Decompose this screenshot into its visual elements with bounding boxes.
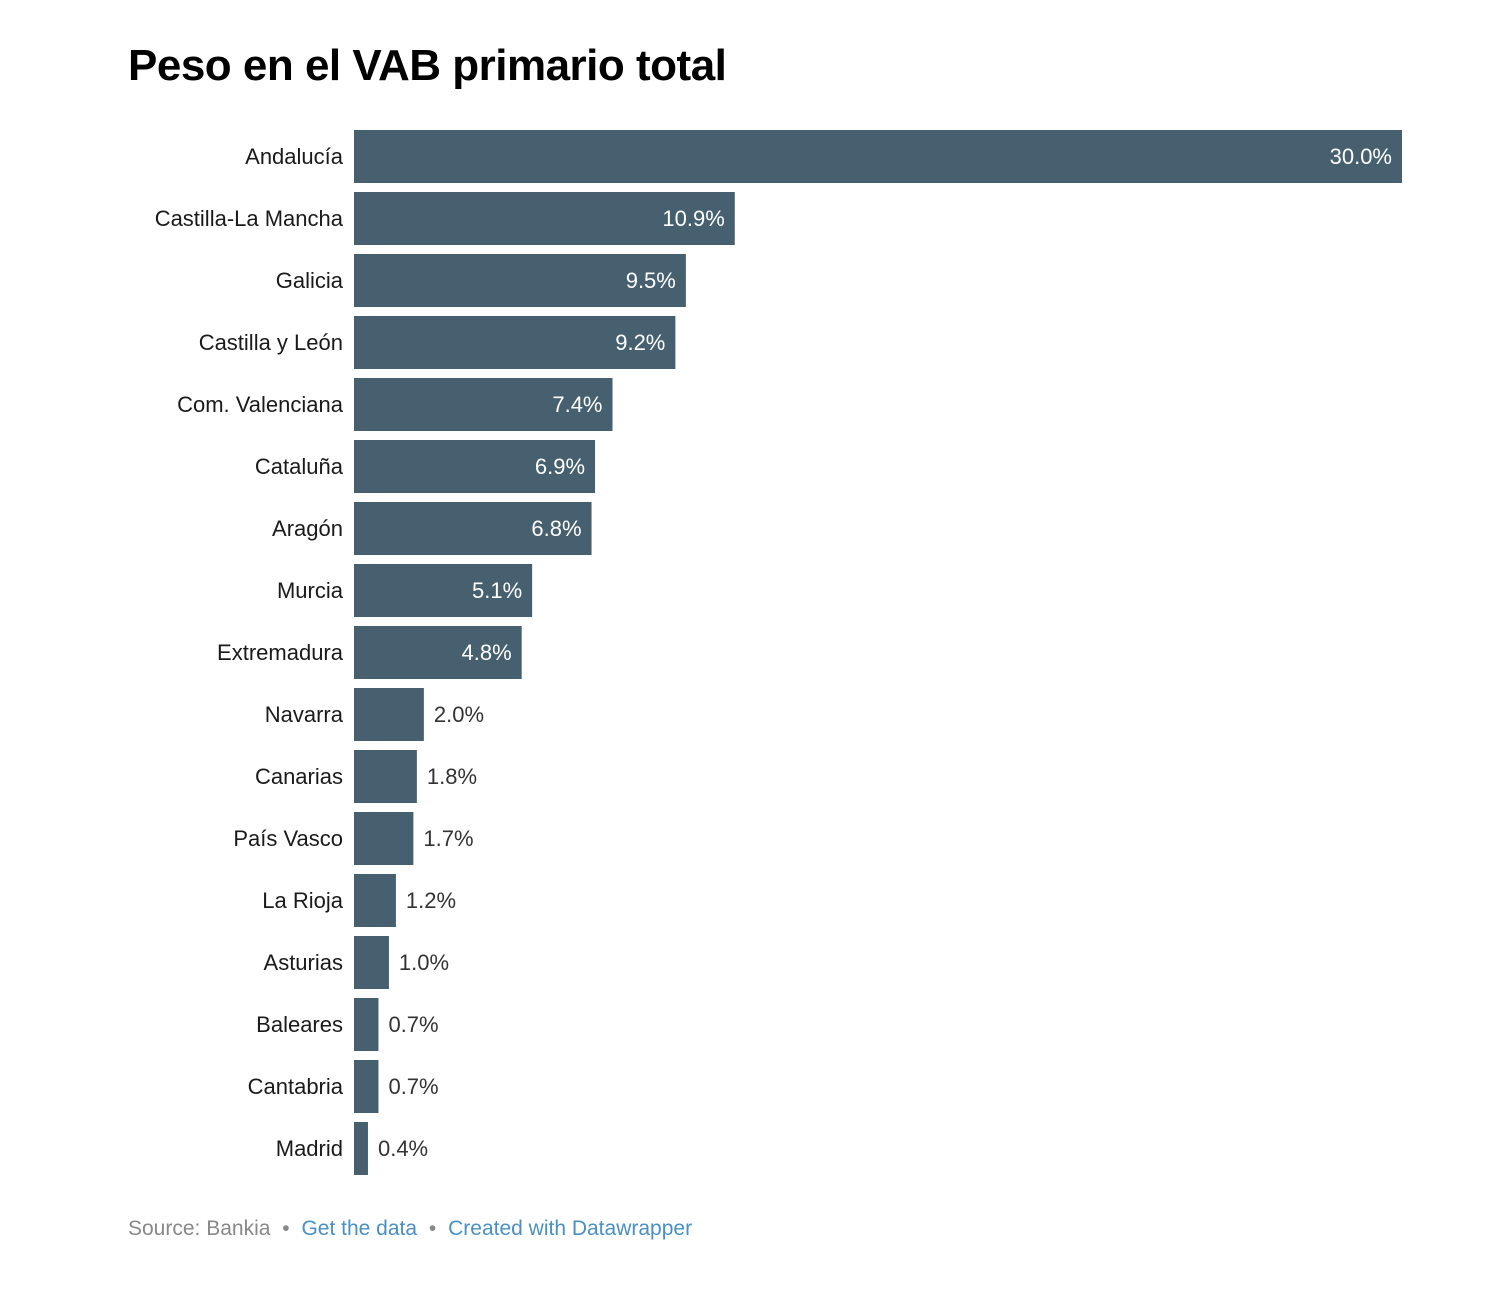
category-label: Extremadura xyxy=(217,640,344,665)
value-label: 1.8% xyxy=(427,764,477,789)
value-label: 1.2% xyxy=(406,888,456,913)
bar xyxy=(354,130,1402,183)
value-label: 1.0% xyxy=(399,950,449,975)
bar xyxy=(354,502,592,555)
value-label: 9.2% xyxy=(615,330,665,355)
bar-row: Cataluña 6.9% xyxy=(255,440,596,493)
category-label: Com. Valenciana xyxy=(177,392,344,417)
get-the-data-link[interactable]: Get the data xyxy=(301,1217,418,1240)
value-label: 7.4% xyxy=(552,392,602,417)
value-label: 4.8% xyxy=(462,640,512,665)
value-label: 2.0% xyxy=(434,702,484,727)
category-label: Madrid xyxy=(276,1136,343,1161)
bar-row: Com. Valenciana 7.4% xyxy=(177,378,613,431)
bar-row: Asturias 1.0% xyxy=(264,936,449,989)
bar xyxy=(354,1122,368,1175)
bar xyxy=(354,254,686,307)
bar xyxy=(354,316,676,369)
value-label: 5.1% xyxy=(472,578,522,603)
value-label: 1.7% xyxy=(423,826,473,851)
bar-row: Andalucía 30.0% xyxy=(245,130,1402,183)
bar-row: Madrid 0.4% xyxy=(276,1122,428,1175)
bar xyxy=(354,1060,379,1113)
category-label: Castilla-La Mancha xyxy=(155,206,344,231)
bar xyxy=(354,750,417,803)
footer-separator: • xyxy=(428,1217,437,1240)
bar xyxy=(354,688,424,741)
category-label: Canarias xyxy=(255,764,343,789)
bar-row: Murcia 5.1% xyxy=(277,564,533,617)
bar xyxy=(354,936,389,989)
bar-row: Navarra 2.0% xyxy=(265,688,484,741)
bar-row: Aragón 6.8% xyxy=(272,502,592,555)
category-label: Murcia xyxy=(277,578,344,603)
bar-row: Extremadura 4.8% xyxy=(217,626,522,679)
bar xyxy=(354,998,379,1051)
bar xyxy=(354,564,533,617)
bar xyxy=(354,440,596,493)
source-text: Source: Bankia xyxy=(128,1217,271,1240)
category-label: Castilla y León xyxy=(199,330,343,355)
category-label: Andalucía xyxy=(245,144,344,169)
bar xyxy=(354,378,613,431)
bar-row: La Rioja 1.2% xyxy=(262,874,456,927)
bar xyxy=(354,192,735,245)
value-label: 30.0% xyxy=(1330,144,1392,169)
bar-row: Canarias 1.8% xyxy=(255,750,477,803)
chart-title: Peso en el VAB primario total xyxy=(128,41,727,90)
category-label: País Vasco xyxy=(233,826,343,851)
created-with-datawrapper-link[interactable]: Created with Datawrapper xyxy=(448,1217,693,1240)
bar-row: Baleares 0.7% xyxy=(256,998,439,1051)
value-label: 0.7% xyxy=(388,1012,438,1037)
category-label: Asturias xyxy=(264,950,343,975)
category-label: La Rioja xyxy=(262,888,343,913)
value-label: 10.9% xyxy=(662,206,724,231)
bar xyxy=(354,812,414,865)
value-label: 6.8% xyxy=(531,516,581,541)
footer-separator: • xyxy=(282,1217,290,1240)
category-label: Navarra xyxy=(265,702,344,727)
bar xyxy=(354,626,522,679)
category-label: Baleares xyxy=(256,1012,343,1037)
chart-footer: Source: Bankia • Get the data • Created … xyxy=(128,1214,692,1244)
value-label: 9.5% xyxy=(626,268,676,293)
bar-row: Galicia 9.5% xyxy=(276,254,686,307)
bar xyxy=(354,874,396,927)
category-label: Aragón xyxy=(272,516,343,541)
value-label: 0.7% xyxy=(388,1074,438,1099)
bar-row: Cantabria 0.7% xyxy=(248,1060,439,1113)
bar-row: Castilla-La Mancha 10.9% xyxy=(155,192,735,245)
bar-row: Castilla y León 9.2% xyxy=(199,316,676,369)
category-label: Cantabria xyxy=(248,1074,344,1099)
bars-layer: Andalucía 30.0% Castilla-La Mancha 10.9% Gal… xyxy=(155,130,1402,1175)
bar-row: País Vasco 1.7% xyxy=(233,812,474,865)
category-label: Cataluña xyxy=(255,454,344,479)
value-label: 6.9% xyxy=(535,454,585,479)
category-label: Galicia xyxy=(276,268,344,293)
value-label: 0.4% xyxy=(378,1136,428,1161)
